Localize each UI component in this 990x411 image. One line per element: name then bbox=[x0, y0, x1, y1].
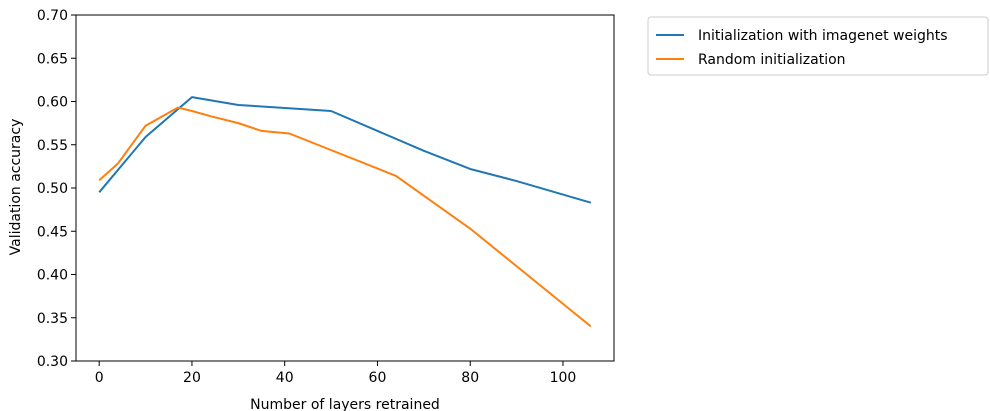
y-axis: 0.30 0.35 0.40 0.45 0.50 0.55 0.60 0.65 0.70 bbox=[37, 8, 76, 370]
y-tick-label: 0.35 bbox=[37, 311, 68, 327]
x-axis: 0 20 40 60 80 100 bbox=[95, 361, 577, 386]
x-tick-label: 20 bbox=[183, 370, 201, 386]
legend-box bbox=[647, 16, 989, 76]
axes-frame bbox=[75, 14, 615, 362]
x-axis-label: Number of layers retrained bbox=[250, 397, 440, 411]
y-tick-label: 0.50 bbox=[37, 181, 68, 197]
x-tick-label: 0 bbox=[95, 370, 104, 386]
series-line-1 bbox=[98, 96, 592, 204]
y-tick-label: 0.55 bbox=[37, 138, 68, 154]
legend: Initialization with imagenet weights Rand… bbox=[647, 16, 989, 76]
plot-area bbox=[75, 14, 615, 362]
y-axis-label: Validation accuracy bbox=[8, 119, 24, 256]
x-tick-label: 80 bbox=[461, 370, 479, 386]
y-tick-label: 0.70 bbox=[37, 8, 68, 24]
y-tick-label: 0.30 bbox=[37, 354, 68, 370]
legend-label: Initialization with imagenet weights bbox=[698, 28, 948, 44]
series-line-2 bbox=[98, 106, 592, 328]
y-tick-label: 0.60 bbox=[37, 95, 68, 111]
y-tick-label: 0.40 bbox=[37, 268, 68, 284]
x-tick-label: 60 bbox=[369, 370, 387, 386]
y-tick-label: 0.45 bbox=[37, 224, 68, 240]
y-tick-label: 0.65 bbox=[37, 51, 68, 67]
legend-label: Random initialization bbox=[698, 52, 846, 68]
x-tick-label: 40 bbox=[276, 370, 294, 386]
x-tick-label: 100 bbox=[550, 370, 577, 386]
